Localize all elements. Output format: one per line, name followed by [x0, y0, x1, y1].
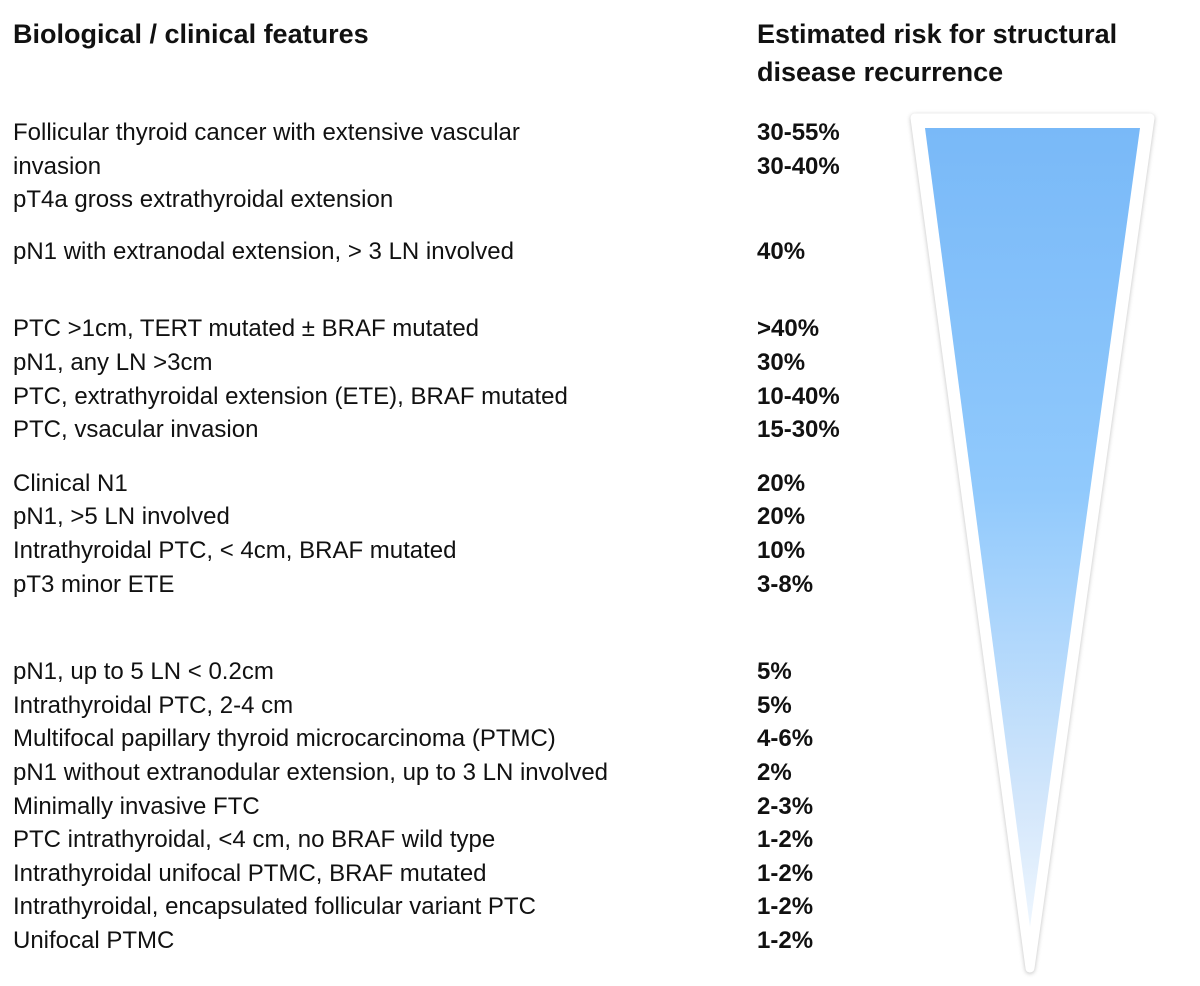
risk-value: >40% [757, 315, 820, 343]
feature-text: PTC >1cm, TERT mutated ± BRAF mutated [13, 315, 480, 343]
feature-row: pT3 minor ETE 3-8% [13, 568, 913, 602]
risk-value: 20% [757, 503, 806, 531]
feature-text: pN1 without extranodular extension, up t… [13, 758, 609, 786]
feature-row: PTC, vsacular invasion 15-30% [13, 413, 913, 447]
feature-row: Intrathyroidal unifocal PTMC, BRAF mutat… [13, 857, 913, 891]
feature-text: PTC, extrathyroidal extension (ETE), BRA… [13, 382, 568, 410]
risk-column-title-line1: Estimated risk for structural [757, 19, 1118, 49]
risk-value: 1-2% [757, 826, 814, 854]
risk-value: 5% [757, 691, 792, 719]
feature-row: Multifocal papillary thyroid microcarcin… [13, 722, 913, 756]
feature-row: pN1 without extranodular extension, up t… [13, 756, 913, 790]
feature-text: Follicular thyroid cancer with extensive… [13, 119, 520, 146]
risk-value: 2% [757, 758, 792, 786]
funnel-triangle-graphic [910, 113, 1155, 973]
feature-row: invasion 30-40% [13, 150, 913, 184]
feature-row: PTC >1cm, TERT mutated ± BRAF mutated >40… [13, 312, 913, 346]
risk-value: 4-6% [757, 725, 814, 753]
feature-row: pN1, >5 LN involved 20% [13, 500, 913, 534]
feature-text: Intrathyroidal unifocal PTMC, BRAF mutat… [13, 859, 487, 887]
feature-text: PTC intrathyroidal, <4 cm, no BRAF wild … [13, 826, 496, 854]
risk-column-title-line2: disease recurrence [757, 56, 1004, 87]
risk-value: 30-55% [757, 119, 840, 146]
feature-row: Intrathyroidal PTC, 2-4 cm 5% [13, 689, 913, 723]
risk-column-title: Estimated risk for structural disease re… [757, 16, 1197, 92]
feature-risk-table: Follicular thyroid cancer with extensive… [13, 116, 913, 957]
risk-value: 30-40% [757, 152, 840, 180]
risk-value: 40% [757, 237, 806, 265]
feature-text: Clinical N1 [13, 469, 128, 497]
risk-value: 2-3% [757, 792, 814, 820]
feature-row: Minimally invasive FTC 2-3% [13, 790, 913, 824]
risk-value: 3-8% [757, 570, 814, 598]
feature-group: Follicular thyroid cancer with extensive… [13, 116, 913, 217]
feature-text: pN1 with extranodal extension, > 3 LN in… [13, 237, 514, 265]
feature-group: pN1 with extranodal extension, > 3 LN in… [13, 235, 913, 269]
feature-group: pN1, up to 5 LN < 0.2cm 5% Intrathyroidal … [13, 655, 913, 957]
feature-row: pN1, any LN >3cm 30% [13, 346, 913, 380]
risk-value: 10% [757, 536, 806, 564]
risk-value: 30% [757, 348, 806, 376]
feature-row: pN1 with extranodal extension, > 3 LN in… [13, 235, 913, 269]
risk-value: 20% [757, 469, 806, 497]
funnel-gradient-fill [925, 128, 1140, 927]
risk-value: 10-40% [757, 382, 840, 410]
risk-value: 15-30% [757, 416, 840, 444]
feature-text: Multifocal papillary thyroid microcarcin… [13, 725, 556, 753]
risk-value: 1-2% [757, 926, 814, 954]
feature-row: Intrathyroidal, encapsulated follicular … [13, 890, 913, 924]
feature-text: pN1, any LN >3cm [13, 348, 213, 376]
feature-text: Intrathyroidal, encapsulated follicular … [13, 893, 536, 921]
feature-text: pN1, up to 5 LN < 0.2cm [13, 658, 274, 686]
feature-text: PTC, vsacular invasion [13, 416, 259, 444]
risk-value: 5% [757, 658, 792, 686]
feature-row: PTC, extrathyroidal extension (ETE), BRA… [13, 380, 913, 414]
feature-row: Intrathyroidal PTC, < 4cm, BRAF mutated 1… [13, 534, 913, 568]
feature-row: pT4a gross extrathyroidal extension [13, 183, 913, 217]
feature-group: Clinical N1 20% pN1, >5 LN involved 20% Intr… [13, 467, 913, 601]
feature-row: PTC intrathyroidal, <4 cm, no BRAF wild … [13, 823, 913, 857]
risk-gradient-funnel [900, 105, 1170, 985]
risk-value: 1-2% [757, 859, 814, 887]
feature-text: pT4a gross extrathyroidal extension [13, 186, 394, 214]
feature-text: Unifocal PTMC [13, 926, 175, 954]
feature-text: pT3 minor ETE [13, 570, 175, 598]
feature-row: pN1, up to 5 LN < 0.2cm 5% [13, 655, 913, 689]
risk-value: 1-2% [757, 893, 814, 921]
feature-text: invasion [13, 152, 102, 180]
feature-text: pN1, >5 LN involved [13, 503, 230, 531]
feature-text: Intrathyroidal PTC, < 4cm, BRAF mutated [13, 536, 457, 564]
feature-group: PTC >1cm, TERT mutated ± BRAF mutated >40… [13, 312, 913, 446]
features-column-title: Biological / clinical features [13, 19, 369, 49]
feature-text: Intrathyroidal PTC, 2-4 cm [13, 691, 294, 719]
feature-row: Follicular thyroid cancer with extensive… [13, 116, 913, 150]
feature-row: Clinical N1 20% [13, 467, 913, 501]
feature-row: Unifocal PTMC 1-2% [13, 924, 913, 958]
feature-text: Minimally invasive FTC [13, 792, 260, 820]
column-headers: Biological / clinical features Estimated… [13, 16, 1200, 92]
